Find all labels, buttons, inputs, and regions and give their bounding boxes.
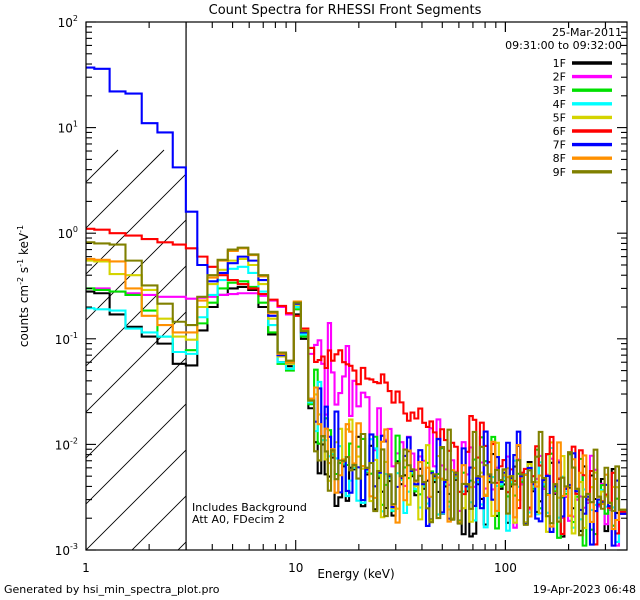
- x-tick-label: 10: [288, 561, 303, 575]
- y-tick-label: 100: [58, 225, 78, 241]
- annotation-background: Includes Background: [192, 501, 307, 514]
- spectrum-curve-3f: [86, 280, 627, 547]
- spectra-curves: [86, 66, 627, 547]
- y-tick-label: 10-2: [55, 436, 78, 452]
- legend-label-3f: 3F: [553, 84, 566, 97]
- annotation-attenuator: Att A0, FDecim 2: [192, 513, 285, 526]
- spectrum-curve-9f: [86, 241, 627, 537]
- page-title: Count Spectra for RHESSI Front Segments: [209, 3, 482, 18]
- x-axis-label: Energy (keV): [317, 567, 394, 581]
- legend-label-2f: 2F: [553, 71, 566, 84]
- y-axis-ticks: [86, 21, 627, 551]
- y-tick-label: 10-1: [55, 331, 78, 347]
- y-tick-label: 101: [58, 120, 78, 136]
- x-tick-label: 100: [494, 561, 517, 575]
- x-axis-ticks: [85, 22, 607, 550]
- x-tick-label: 1: [82, 561, 90, 575]
- legend-time-interval: 09:31:00 to 09:32:00: [505, 39, 622, 52]
- legend-label-6f: 6F: [553, 125, 566, 138]
- legend-label-5f: 5F: [553, 111, 566, 124]
- legend-label-1f: 1F: [553, 57, 566, 70]
- svg-text:1F counts cm-2 s-1 keV: 1F counts cm-2 s-1 keV-1: [16, 225, 31, 347]
- footer-generator: Generated by hsi_min_spectra_plot.pro: [4, 583, 220, 596]
- plot-frame: [85, 21, 628, 551]
- legend-label-8f: 8F: [553, 152, 566, 165]
- legend-label-9f: 9F: [553, 166, 566, 179]
- legend-label-7f: 7F: [553, 139, 566, 152]
- y-tick-label: 10-3: [55, 542, 78, 558]
- excluded-band-hatch: [86, 22, 187, 550]
- legend-date: 25-Mar-2011: [552, 26, 622, 39]
- y-axis-tick-labels: 102 101 100 10-1 10-2 10-3: [55, 14, 78, 558]
- footer-timestamp: 19-Apr-2023 06:48: [533, 583, 636, 596]
- y-axis-label: 1F counts cm-2 s-1 keV-1: [16, 225, 31, 347]
- x-axis-tick-labels: 1 10 100: [82, 561, 517, 575]
- y-tick-label: 102: [58, 14, 78, 30]
- legend-label-4f: 4F: [553, 98, 566, 111]
